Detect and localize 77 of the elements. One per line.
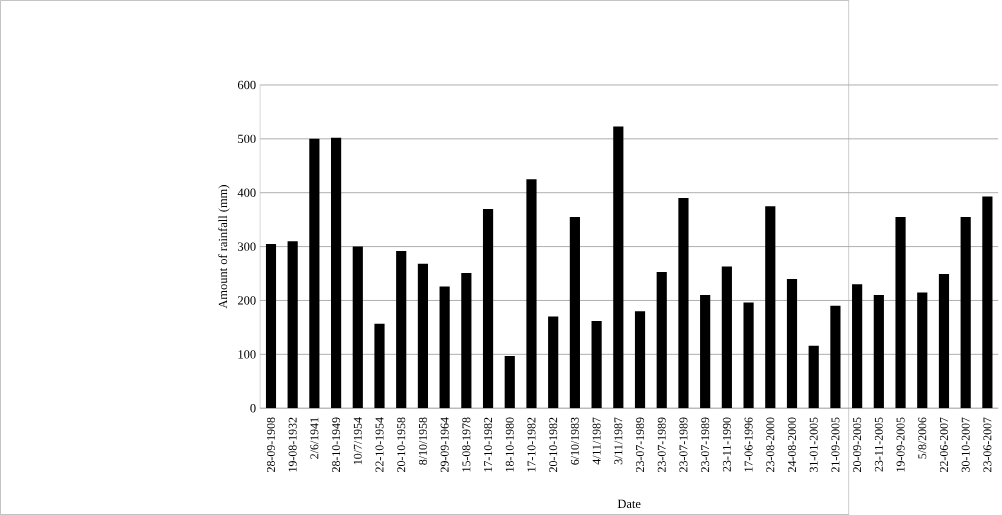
bar	[938, 274, 950, 409]
x-tick-label: 20-10-1958	[397, 417, 406, 472]
bar	[917, 292, 928, 409]
bar	[700, 295, 711, 409]
x-tick-label: 23-06-2007	[983, 417, 992, 472]
x-tick-label: 3/11/1987	[614, 417, 623, 465]
x-tick-label: 24-08-2000	[787, 417, 797, 472]
x-tick-label: 23-11-1990	[722, 417, 731, 472]
x-tick-label: 19-09-2005	[896, 417, 905, 472]
x-tick-label: 23-07-1989	[657, 417, 666, 472]
bar	[439, 286, 450, 409]
x-tick-label: 15-08-1978	[462, 417, 471, 472]
bar	[396, 250, 407, 409]
x-tick-label: 23-07-1989	[701, 417, 710, 472]
bar	[526, 179, 537, 409]
y-tick-label: 400	[237, 188, 256, 197]
x-tick-label: 17-06-1996	[744, 417, 753, 472]
bar	[786, 278, 798, 409]
x-tick-label: 22-06-2007	[939, 417, 948, 472]
x-tick-label: 29-09-1964	[440, 417, 449, 472]
y-tick-label: 500	[238, 134, 256, 144]
bar	[287, 241, 298, 409]
x-axis-title: Date	[617, 499, 641, 509]
x-tick-label: 20-09-2005	[853, 417, 862, 472]
bar	[613, 126, 624, 409]
bar	[634, 311, 646, 409]
x-tick-label: 30-10-2007	[961, 417, 970, 472]
y-tick-label: 300	[238, 242, 256, 251]
bar	[461, 272, 472, 409]
bar	[548, 316, 559, 409]
bar	[765, 206, 776, 409]
x-tick-label: 28-09-1908	[266, 417, 275, 472]
bar	[982, 196, 993, 409]
bar	[808, 345, 819, 409]
x-tick-label: 20-10-1982	[549, 417, 558, 472]
x-tick-label: 4/11/1987	[592, 417, 601, 465]
x-tick-label: 17-10-1982	[484, 417, 493, 472]
x-tick-label: 10/7/1954	[353, 417, 362, 465]
bar	[591, 320, 602, 409]
bar	[569, 216, 580, 409]
bar	[895, 216, 906, 409]
bar	[265, 243, 277, 409]
y-tick-label: 0	[250, 404, 256, 413]
bar	[309, 138, 320, 409]
bar	[374, 323, 385, 409]
bar	[352, 246, 363, 409]
bar	[721, 266, 732, 409]
bar	[873, 295, 884, 409]
bar	[852, 284, 863, 409]
bar	[830, 305, 841, 409]
x-tick-label: 19-08-1932	[288, 417, 297, 472]
y-tick-label: 600	[237, 80, 256, 90]
bar	[656, 271, 667, 409]
x-tick-label: 21-09-2005	[831, 417, 840, 472]
x-tick-label: 23-07-1989	[679, 417, 688, 472]
bar	[417, 263, 429, 409]
x-tick-label: 23-11-2005	[874, 417, 883, 472]
y-tick-label: 100	[238, 350, 256, 359]
bar	[504, 355, 515, 409]
y-tick-label: 200	[237, 296, 256, 305]
x-tick-label: 8/10/1958	[418, 417, 427, 465]
x-tick-label: 17-10-1982	[527, 417, 536, 472]
x-tick-label: 2/6/1941	[310, 417, 319, 459]
x-tick-label: 31-01-2005	[809, 417, 818, 472]
bar	[678, 198, 689, 409]
x-tick-label: 23-07-1989	[636, 417, 645, 472]
x-tick-label: 23-08-2000	[766, 417, 775, 472]
x-tick-label: 6/10/1983	[570, 417, 579, 465]
y-axis-title: Amount of rainfall (mm)	[218, 185, 230, 309]
bar	[960, 216, 971, 409]
x-tick-label: 18-10-1980	[505, 417, 514, 472]
x-tick-label: 22-10-1954	[375, 417, 384, 472]
bar	[482, 208, 494, 409]
x-tick-label: 28-10-1949	[332, 417, 341, 472]
x-tick-label: 5/8/2006	[918, 417, 927, 459]
bar	[743, 302, 754, 409]
bar	[330, 137, 342, 409]
